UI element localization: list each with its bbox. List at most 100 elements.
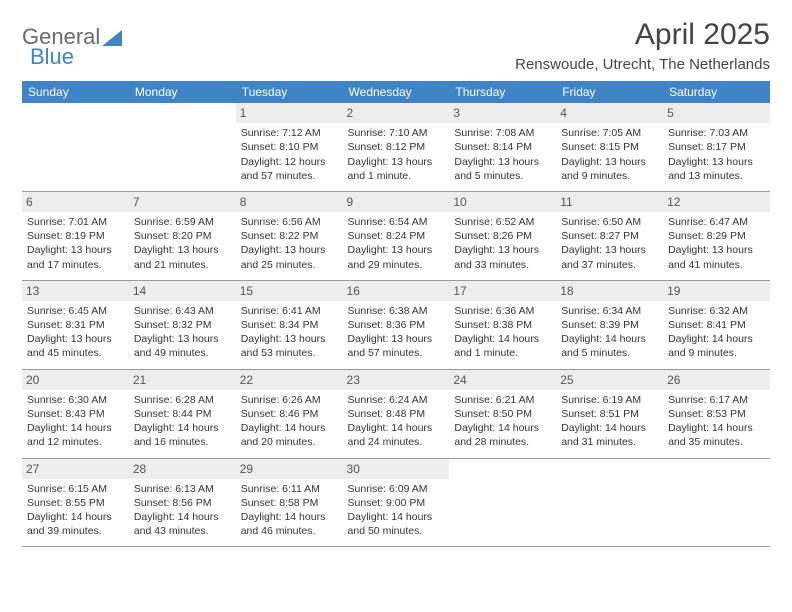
daylight-text: Daylight: 14 hours and 50 minutes. [348,510,445,538]
sunrise-text: Sunrise: 6:45 AM [27,304,124,318]
sunset-text: Sunset: 8:27 PM [561,229,658,243]
day-number: 6 [22,192,129,212]
sunset-text: Sunset: 8:22 PM [241,229,338,243]
calendar-day-cell: 16 Sunrise: 6:38 AMSunset: 8:36 PMDayligh… [343,280,450,369]
calendar-week-row: 27Sunrise: 6:15 AMSunset: 8:55 PMDayligh… [22,458,770,547]
daylight-text: Daylight: 13 hours and 49 minutes. [134,332,231,360]
day-number: 13 [22,281,129,301]
day-number: 29 [236,459,343,479]
daylight-text: Daylight: 13 hours and 33 minutes. [454,243,551,271]
sunrise-text: Sunrise: 7:12 AM [241,126,338,140]
calendar-day-cell: 15Sunrise: 6:41 AMSunset: 8:34 PMDayligh… [236,280,343,369]
sunrise-text: Sunrise: 6:11 AM [241,482,338,496]
daylight-text: Daylight: 14 hours and 31 minutes. [561,421,658,449]
sunset-text: Sunset: 8:17 PM [668,140,765,154]
calendar-day-cell: 14Sunrise: 6:43 AMSunset: 8:32 PMDayligh… [129,280,236,369]
sunrise-text: Sunrise: 7:05 AM [561,126,658,140]
weekday-header: Wednesday [343,81,450,103]
calendar-day-cell: 30Sunrise: 6:09 AMSunset: 9:00 PMDayligh… [343,458,450,547]
calendar-empty-cell [663,458,770,547]
daylight-text: Daylight: 12 hours and 57 minutes. [241,155,338,183]
day-number: 20 [22,370,129,390]
daylight-text: Daylight: 13 hours and 13 minutes. [668,155,765,183]
calendar-day-cell: 28Sunrise: 6:13 AMSunset: 8:56 PMDayligh… [129,458,236,547]
calendar-table: SundayMondayTuesdayWednesdayThursdayFrid… [22,81,770,547]
calendar-body: 1Sunrise: 7:12 AMSunset: 8:10 PMDaylight… [22,103,770,547]
logo-triangle-icon [102,28,122,46]
daylight-text: Daylight: 13 hours and 53 minutes. [241,332,338,360]
calendar-empty-cell [22,103,129,191]
sunset-text: Sunset: 8:36 PM [348,318,445,332]
sunrise-text: Sunrise: 7:01 AM [27,215,124,229]
day-number: 7 [129,192,236,212]
sunset-text: Sunset: 8:39 PM [561,318,658,332]
day-number: 9 [343,192,450,212]
calendar-day-cell: 5 Sunrise: 7:03 AMSunset: 8:17 PMDaylight… [663,103,770,191]
sunset-text: Sunset: 8:26 PM [454,229,551,243]
calendar-day-cell: 12Sunrise: 6:47 AMSunset: 8:29 PMDayligh… [663,191,770,280]
calendar-day-cell: 10Sunrise: 6:52 AMSunset: 8:26 PMDayligh… [449,191,556,280]
calendar-day-cell: 27Sunrise: 6:15 AMSunset: 8:55 PMDayligh… [22,458,129,547]
title-block: April 2025 Renswoude, Utrecht, The Nethe… [515,18,770,73]
calendar-empty-cell [556,458,663,547]
daylight-text: Daylight: 13 hours and 41 minutes. [668,243,765,271]
sunrise-text: Sunrise: 6:43 AM [134,304,231,318]
sunrise-text: Sunrise: 6:19 AM [561,393,658,407]
daylight-text: Daylight: 14 hours and 1 minute. [454,332,551,360]
daylight-text: Daylight: 13 hours and 1 minute. [348,155,445,183]
calendar-day-cell: 21Sunrise: 6:28 AMSunset: 8:44 PMDayligh… [129,369,236,458]
sunset-text: Sunset: 9:00 PM [348,496,445,510]
daylight-text: Daylight: 13 hours and 57 minutes. [348,332,445,360]
day-number: 5 [663,103,770,123]
calendar-day-cell: 17Sunrise: 6:36 AMSunset: 8:38 PMDayligh… [449,280,556,369]
day-number: 25 [556,370,663,390]
sunset-text: Sunset: 8:14 PM [454,140,551,154]
day-number: 17 [449,281,556,301]
sunset-text: Sunset: 8:43 PM [27,407,124,421]
calendar-day-cell: 4Sunrise: 7:05 AMSunset: 8:15 PMDaylight… [556,103,663,191]
sunset-text: Sunset: 8:10 PM [241,140,338,154]
calendar-day-cell: 24Sunrise: 6:21 AMSunset: 8:50 PMDayligh… [449,369,556,458]
daylight-text: Daylight: 14 hours and 24 minutes. [348,421,445,449]
calendar-day-cell: 3Sunrise: 7:08 AMSunset: 8:14 PMDaylight… [449,103,556,191]
day-number: 1 [236,103,343,123]
daylight-text: Daylight: 14 hours and 43 minutes. [134,510,231,538]
calendar-day-cell: 6Sunrise: 7:01 AMSunset: 8:19 PMDaylight… [22,191,129,280]
daylight-text: Daylight: 13 hours and 5 minutes. [454,155,551,183]
header: General April 2025 Renswoude, Utrecht, T… [22,18,770,73]
sunset-text: Sunset: 8:56 PM [134,496,231,510]
day-number: 16 [343,281,450,301]
sunset-text: Sunset: 8:19 PM [27,229,124,243]
day-number: 26 [663,370,770,390]
day-number: 10 [449,192,556,212]
location: Renswoude, Utrecht, The Netherlands [515,56,770,73]
sunrise-text: Sunrise: 6:15 AM [27,482,124,496]
weekday-header: Tuesday [236,81,343,103]
calendar-day-cell: 11Sunrise: 6:50 AMSunset: 8:27 PMDayligh… [556,191,663,280]
calendar-day-cell: 29Sunrise: 6:11 AMSunset: 8:58 PMDayligh… [236,458,343,547]
weekday-header: Saturday [663,81,770,103]
sunset-text: Sunset: 8:41 PM [668,318,765,332]
sunrise-text: Sunrise: 6:38 AM [348,304,445,318]
sunrise-text: Sunrise: 6:13 AM [134,482,231,496]
sunset-text: Sunset: 8:48 PM [348,407,445,421]
daylight-text: Daylight: 13 hours and 21 minutes. [134,243,231,271]
sunrise-text: Sunrise: 6:50 AM [561,215,658,229]
day-number: 2 [343,103,450,123]
calendar-week-row: 13Sunrise: 6:45 AMSunset: 8:31 PMDayligh… [22,280,770,369]
daylight-text: Daylight: 14 hours and 28 minutes. [454,421,551,449]
daylight-text: Daylight: 14 hours and 9 minutes. [668,332,765,360]
daylight-text: Daylight: 14 hours and 39 minutes. [27,510,124,538]
sunrise-text: Sunrise: 6:59 AM [134,215,231,229]
sunset-text: Sunset: 8:38 PM [454,318,551,332]
daylight-text: Daylight: 14 hours and 46 minutes. [241,510,338,538]
day-number: 14 [129,281,236,301]
calendar-day-cell: 23Sunrise: 6:24 AMSunset: 8:48 PMDayligh… [343,369,450,458]
sunrise-text: Sunrise: 7:03 AM [668,126,765,140]
sunset-text: Sunset: 8:50 PM [454,407,551,421]
sunset-text: Sunset: 8:34 PM [241,318,338,332]
daylight-text: Daylight: 13 hours and 45 minutes. [27,332,124,360]
day-number: 22 [236,370,343,390]
day-number: 18 [556,281,663,301]
daylight-text: Daylight: 14 hours and 35 minutes. [668,421,765,449]
